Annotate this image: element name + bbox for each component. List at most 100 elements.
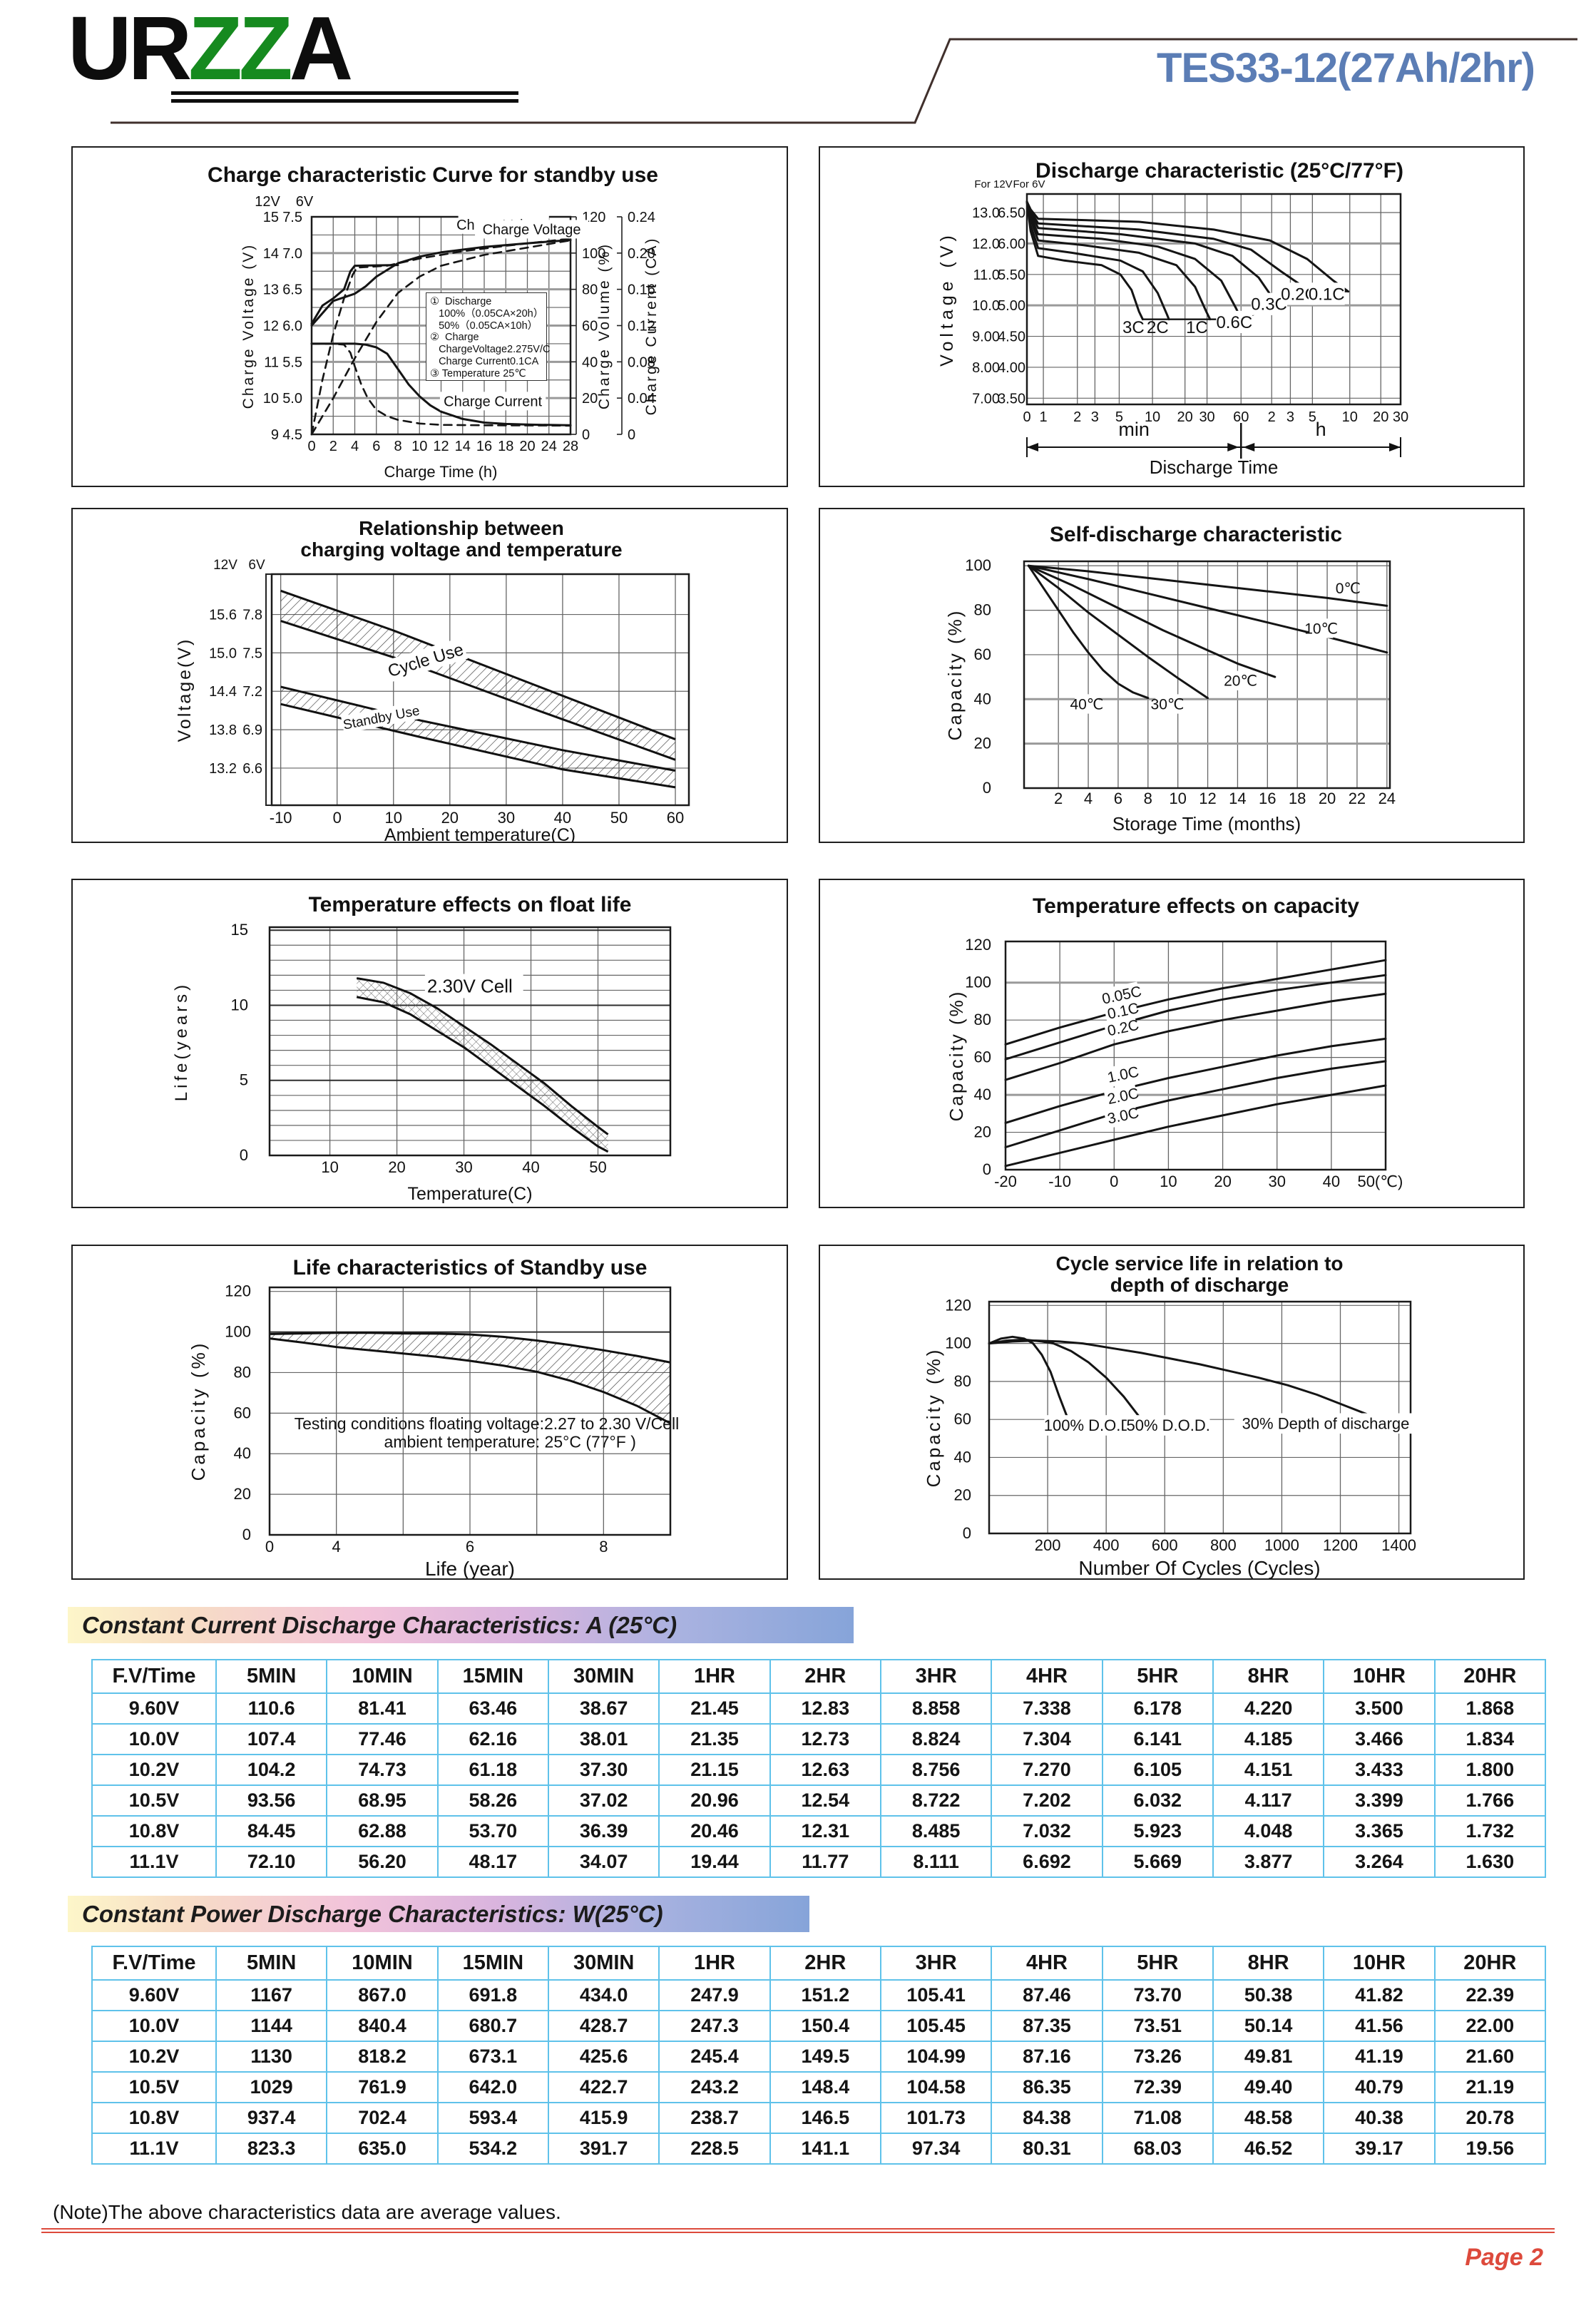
x-tick-label: 4 bbox=[351, 439, 359, 454]
table-title: Constant Power Discharge Characteristics… bbox=[82, 1901, 663, 1927]
logo-underline bbox=[171, 99, 518, 103]
table-cell: 71.08 bbox=[1101, 2102, 1214, 2134]
annotation-bg bbox=[1340, 578, 1356, 598]
annotation: Charge Current bbox=[439, 392, 546, 411]
x-tick-label: 0 bbox=[1023, 409, 1030, 425]
table-cell: 1167 bbox=[215, 1979, 328, 2011]
y-tick-label: 0.04 bbox=[628, 391, 655, 407]
x-tick-label: 10 bbox=[1145, 409, 1160, 425]
y-tick-label: 13.8 bbox=[209, 722, 237, 738]
y-tick-label: 5.00 bbox=[998, 298, 1025, 314]
table-header-row: F.V/Time 5MIN 10MIN 15MIN 30MIN 1HR 2HR 3HR 4HR 5… bbox=[91, 1946, 1547, 1981]
chart-title: depth of discharge bbox=[1110, 1274, 1289, 1296]
table-cell: 10.0V bbox=[91, 1723, 217, 1755]
y-tick-label: 120 bbox=[225, 1282, 251, 1300]
y-tick-label: 6.9 bbox=[242, 722, 262, 738]
y-tick-label: 120 bbox=[965, 936, 991, 954]
table-cell: 818.2 bbox=[326, 2041, 439, 2073]
annotation-text: 0.6C bbox=[1216, 313, 1252, 332]
table-cell: 84.45 bbox=[215, 1815, 328, 1847]
table-cell: 823.3 bbox=[215, 2133, 328, 2165]
x-tick-label: 10 bbox=[385, 809, 402, 827]
annotation-bg bbox=[1234, 1413, 1418, 1434]
x-tick-label: 30 bbox=[1199, 409, 1214, 425]
x-tick-label: 30 bbox=[1393, 409, 1408, 425]
curve-20C bbox=[1027, 564, 1277, 678]
curve-0C bbox=[1027, 564, 1388, 607]
table-header-cell: 30MIN bbox=[547, 1946, 660, 1981]
x-tick-label: 10 bbox=[321, 1158, 338, 1176]
x-tick-label: 16 bbox=[476, 439, 492, 454]
table-cell: 148.4 bbox=[769, 2071, 881, 2103]
chart-title: Relationship between bbox=[359, 517, 564, 539]
table-cell: 110.6 bbox=[215, 1692, 328, 1725]
table-cell: 77.46 bbox=[326, 1723, 439, 1755]
annotation-bg bbox=[1216, 310, 1253, 334]
chart-title: Life characteristics of Standby use bbox=[293, 1256, 648, 1280]
table-cell: 3.433 bbox=[1323, 1754, 1436, 1786]
y-tick-label: 7.8 bbox=[242, 608, 262, 623]
chart-title: Cycle service life in relation to bbox=[1055, 1252, 1343, 1275]
table-cell: 243.2 bbox=[658, 2071, 771, 2103]
annotation-bg bbox=[1103, 1083, 1139, 1109]
annotation: 0.1C bbox=[1308, 282, 1345, 305]
annotation: 1.0C bbox=[1103, 1061, 1140, 1088]
table-cell: 1.834 bbox=[1433, 1723, 1547, 1755]
table-cell: 22.00 bbox=[1433, 2010, 1547, 2042]
table-cell: 4.220 bbox=[1212, 1692, 1325, 1725]
table-header-cell: 4HR bbox=[991, 1659, 1103, 1694]
x-tick-label: 4 bbox=[1084, 790, 1093, 807]
table-header-cell: 2HR bbox=[769, 1946, 881, 1981]
y-tick-label: 11.0 bbox=[973, 267, 1000, 283]
unit-label-min: min bbox=[1118, 419, 1150, 440]
table-cell: 9.60V bbox=[91, 1979, 217, 2011]
y-tick-label: 0.12 bbox=[628, 319, 655, 335]
band-edge bbox=[356, 977, 609, 1135]
table-cell: 10.5V bbox=[91, 2071, 217, 2103]
table-cell: 58.26 bbox=[436, 1784, 549, 1817]
annotation-bg bbox=[424, 974, 523, 999]
scale-label: 6V bbox=[296, 194, 314, 210]
curve-0.1C bbox=[1025, 200, 1350, 293]
x-axis-title: Life (year) bbox=[425, 1558, 515, 1578]
annotation: 10℃ bbox=[1304, 618, 1338, 638]
x-tick-label: 5 bbox=[1309, 409, 1316, 425]
table-cell: 10.5V bbox=[91, 1784, 217, 1817]
table-cell: 48.58 bbox=[1212, 2102, 1325, 2134]
y-tick-label: 40 bbox=[582, 354, 598, 370]
x-tick-label: -10 bbox=[1048, 1173, 1071, 1190]
table-row: 9.60V 1167 867.0 691.8 434.0 247.9 151.2 105.41… bbox=[91, 1979, 1547, 2011]
y-tick-label: 12.0 bbox=[972, 236, 1000, 252]
table-cell: 1029 bbox=[215, 2071, 328, 2103]
table-header-cell: 3HR bbox=[879, 1659, 993, 1694]
table-cell: 680.7 bbox=[436, 2010, 549, 2042]
table-cell: 63.46 bbox=[436, 1692, 549, 1725]
table-cell: 34.07 bbox=[547, 1846, 660, 1878]
x-tick-label: 1000 bbox=[1264, 1536, 1299, 1554]
x-tick-label: -10 bbox=[270, 809, 292, 827]
table-cell: 6.178 bbox=[1101, 1692, 1214, 1725]
chart-svg-discharge-characteristic: Discharge characteristic (25°C/77°F)For … bbox=[937, 159, 1408, 478]
x-tick-label: 0 bbox=[1110, 1173, 1118, 1190]
table-cell: 21.19 bbox=[1433, 2071, 1547, 2103]
y-tick-label: 13.0 bbox=[972, 205, 1000, 221]
curve-3C bbox=[1025, 200, 1144, 321]
y-axis-title: Charge Volume (%) bbox=[596, 242, 613, 409]
y-tick-label: 0 bbox=[582, 427, 590, 443]
table-cell: 97.34 bbox=[879, 2133, 993, 2165]
table-cell: 1.732 bbox=[1433, 1815, 1547, 1847]
x-tick-label: -20 bbox=[994, 1173, 1017, 1190]
annotation-bg bbox=[383, 637, 469, 683]
x-tick-label: 5 bbox=[1115, 409, 1123, 425]
table-title: Constant Current Discharge Characteristi… bbox=[82, 1612, 677, 1638]
curve-0.2C bbox=[1025, 200, 1316, 293]
y-tick-label: 4.50 bbox=[998, 330, 1025, 345]
y-axis-title: Capacity (%) bbox=[944, 609, 966, 741]
annotation: Charge Voltage bbox=[475, 220, 589, 239]
table-cell: 1.630 bbox=[1433, 1846, 1547, 1878]
plot-border bbox=[1023, 560, 1391, 790]
logo-letter: R bbox=[128, 0, 193, 99]
arrow-head bbox=[1227, 443, 1239, 451]
annotation-bg bbox=[1155, 694, 1180, 714]
table-cell: 62.88 bbox=[326, 1815, 439, 1847]
